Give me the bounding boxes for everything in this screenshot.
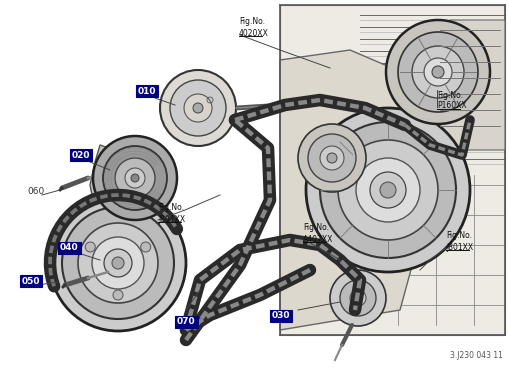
Text: 070: 070	[177, 317, 195, 327]
Text: 020: 020	[72, 151, 90, 159]
Circle shape	[349, 290, 365, 306]
Circle shape	[92, 237, 144, 289]
Text: A407XX: A407XX	[302, 235, 333, 244]
Circle shape	[397, 32, 477, 112]
Text: 4020XX: 4020XX	[239, 28, 268, 38]
Text: P160XX: P160XX	[436, 101, 466, 110]
Text: J801XX: J801XX	[445, 242, 472, 252]
Text: 030: 030	[271, 311, 290, 321]
Text: 010: 010	[138, 86, 156, 96]
Circle shape	[104, 249, 132, 277]
Text: Fig.No.: Fig.No.	[239, 17, 265, 27]
Polygon shape	[429, 20, 504, 150]
Circle shape	[319, 122, 455, 258]
Text: Fig.No.: Fig.No.	[158, 203, 184, 213]
Circle shape	[112, 257, 124, 269]
Circle shape	[326, 153, 336, 163]
Circle shape	[160, 70, 236, 146]
Circle shape	[93, 136, 177, 220]
Text: 050: 050	[22, 276, 40, 286]
Text: J801XX: J801XX	[158, 214, 185, 224]
Circle shape	[307, 134, 355, 182]
Circle shape	[355, 158, 419, 222]
Circle shape	[140, 242, 151, 252]
Circle shape	[423, 58, 451, 86]
Circle shape	[192, 103, 203, 113]
Circle shape	[369, 172, 405, 208]
Circle shape	[184, 94, 212, 122]
Circle shape	[125, 168, 145, 188]
Text: 3.J230 043 11: 3.J230 043 11	[449, 351, 502, 359]
Circle shape	[131, 174, 139, 182]
Circle shape	[85, 242, 95, 252]
Circle shape	[78, 223, 158, 303]
Text: Fig.No.: Fig.No.	[302, 224, 328, 232]
Circle shape	[411, 46, 463, 98]
Circle shape	[297, 124, 365, 192]
Circle shape	[113, 290, 123, 300]
Circle shape	[337, 140, 437, 240]
Circle shape	[305, 108, 469, 272]
Polygon shape	[90, 145, 140, 230]
Circle shape	[431, 66, 443, 78]
Circle shape	[329, 270, 385, 326]
Circle shape	[169, 80, 225, 136]
Circle shape	[385, 20, 489, 124]
Text: Fig.No.: Fig.No.	[436, 90, 462, 100]
Polygon shape	[279, 5, 504, 335]
Text: Fig.No.: Fig.No.	[445, 231, 471, 241]
Circle shape	[354, 295, 360, 301]
Circle shape	[379, 182, 395, 198]
Circle shape	[115, 158, 155, 198]
Polygon shape	[279, 50, 429, 330]
Circle shape	[319, 146, 344, 170]
Circle shape	[103, 146, 166, 210]
Text: 040: 040	[60, 244, 78, 252]
Text: 060: 060	[27, 186, 44, 196]
Circle shape	[62, 207, 174, 319]
Circle shape	[50, 195, 186, 331]
Circle shape	[340, 280, 375, 316]
